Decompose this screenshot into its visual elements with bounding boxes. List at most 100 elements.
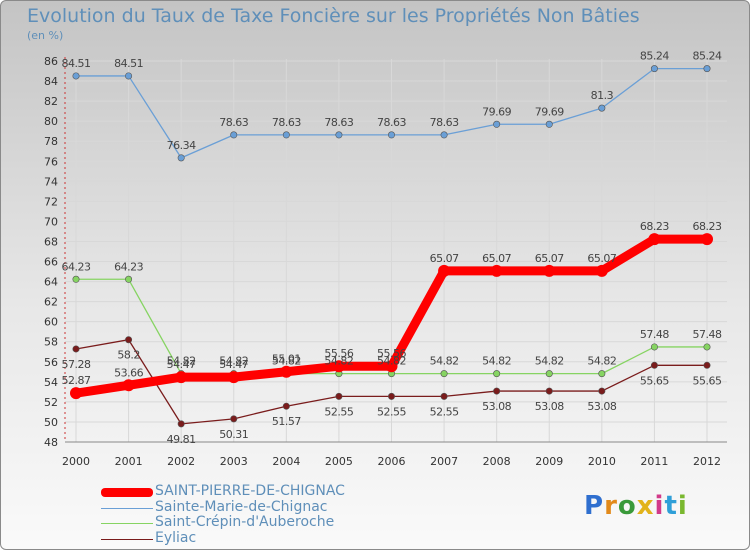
data-label: 84.51 — [114, 57, 143, 70]
data-point — [230, 415, 238, 423]
x-tick-label: 2001 — [115, 455, 143, 468]
x-tick-label: 2012 — [693, 455, 721, 468]
data-point — [493, 120, 501, 128]
legend-label: Eyliac — [155, 529, 197, 546]
y-tick-label: 56 — [44, 356, 58, 369]
data-label: 64.23 — [114, 260, 143, 273]
data-point — [335, 392, 343, 400]
data-label: 54.82 — [535, 355, 564, 368]
y-tick-label: 76 — [44, 155, 58, 168]
y-tick-label: 50 — [44, 416, 58, 429]
data-label: 54.82 — [219, 355, 248, 368]
data-point — [650, 65, 658, 73]
data-point — [280, 365, 293, 378]
data-label: 78.63 — [272, 116, 301, 129]
data-point — [493, 387, 501, 395]
data-point — [703, 343, 711, 351]
data-point — [282, 402, 290, 410]
data-label: 54.82 — [324, 355, 353, 368]
y-axis-unit: (en %) — [27, 29, 64, 42]
data-label: 54.82 — [430, 355, 459, 368]
legend-swatch — [101, 507, 153, 509]
data-label: 55.01 — [272, 353, 301, 366]
y-tick-label: 48 — [44, 436, 58, 449]
data-point — [545, 120, 553, 128]
data-point — [385, 360, 398, 373]
data-label: 54.82 — [272, 355, 301, 368]
data-point — [177, 420, 185, 428]
y-tick-label: 84 — [44, 75, 58, 88]
x-tick-label: 2004 — [272, 455, 300, 468]
y-tick-label: 58 — [44, 336, 58, 349]
data-point — [648, 233, 661, 246]
x-tick-label: 2002 — [167, 455, 195, 468]
data-label: 55.56 — [324, 347, 353, 360]
x-tick-label: 2009 — [535, 455, 563, 468]
x-tick-label: 2005 — [325, 455, 353, 468]
y-tick-label: 52 — [44, 396, 58, 409]
data-label: 64.23 — [62, 260, 91, 273]
data-point — [595, 264, 608, 277]
data-point — [72, 72, 80, 80]
legend-swatch — [101, 538, 153, 540]
legend-label: Sainte-Marie-de-Chignac — [155, 498, 328, 515]
data-point — [438, 264, 451, 277]
x-tick-label: 2006 — [378, 455, 406, 468]
data-point — [490, 264, 503, 277]
x-tick-label: 2011 — [640, 455, 668, 468]
data-label: 53.08 — [482, 400, 511, 413]
data-label: 52.87 — [62, 374, 91, 387]
proxiti-logo: Proxiti — [584, 491, 688, 521]
y-tick-label: 80 — [44, 115, 58, 128]
logo-letter: i — [654, 491, 665, 521]
data-label: 68.23 — [640, 220, 669, 233]
y-tick-label: 82 — [44, 95, 58, 108]
data-label: 78.63 — [324, 116, 353, 129]
data-label: 84.51 — [62, 57, 91, 70]
logo-letter: P — [584, 491, 605, 521]
legend-swatch — [101, 488, 153, 497]
data-point — [650, 361, 658, 369]
y-tick-label: 86 — [44, 55, 58, 68]
data-point — [282, 131, 290, 139]
y-tick-label: 66 — [44, 256, 58, 269]
data-label: 65.07 — [535, 252, 564, 265]
logo-letter: t — [664, 491, 678, 521]
data-point — [72, 345, 80, 353]
data-label: 78.63 — [219, 116, 248, 129]
data-label: 78.63 — [377, 116, 406, 129]
data-point — [177, 154, 185, 162]
y-tick-label: 78 — [44, 135, 58, 148]
x-tick-label: 2008 — [483, 455, 511, 468]
data-point — [598, 387, 606, 395]
legend-label: Saint-Crépin-d'Auberoche — [155, 514, 335, 530]
data-point — [650, 343, 658, 351]
data-label: 55.65 — [693, 374, 722, 387]
data-label: 58.2 — [117, 349, 140, 362]
data-label: 65.07 — [482, 252, 511, 265]
data-label: 65.07 — [587, 252, 616, 265]
data-point — [598, 370, 606, 378]
data-point — [703, 361, 711, 369]
data-point — [387, 392, 395, 400]
data-label: 54.47 — [219, 358, 248, 371]
data-point — [125, 336, 133, 344]
legend-swatch — [101, 523, 153, 524]
logo-letter: x — [636, 491, 655, 521]
data-label: 52.55 — [377, 405, 406, 418]
logo-letter: i — [677, 491, 688, 521]
data-point — [122, 379, 135, 392]
data-label: 49.81 — [167, 433, 196, 446]
y-tick-label: 74 — [44, 175, 58, 188]
data-point — [335, 131, 343, 139]
data-point — [70, 387, 82, 400]
data-label: 81.3 — [591, 89, 614, 102]
y-tick-label: 72 — [44, 195, 58, 208]
data-label: 53.08 — [587, 400, 616, 413]
y-tick-label: 54 — [44, 376, 58, 389]
y-tick-label: 60 — [44, 316, 58, 329]
data-label: 76.34 — [167, 139, 196, 152]
data-label: 54.82 — [587, 355, 616, 368]
data-label: 51.57 — [272, 415, 301, 428]
